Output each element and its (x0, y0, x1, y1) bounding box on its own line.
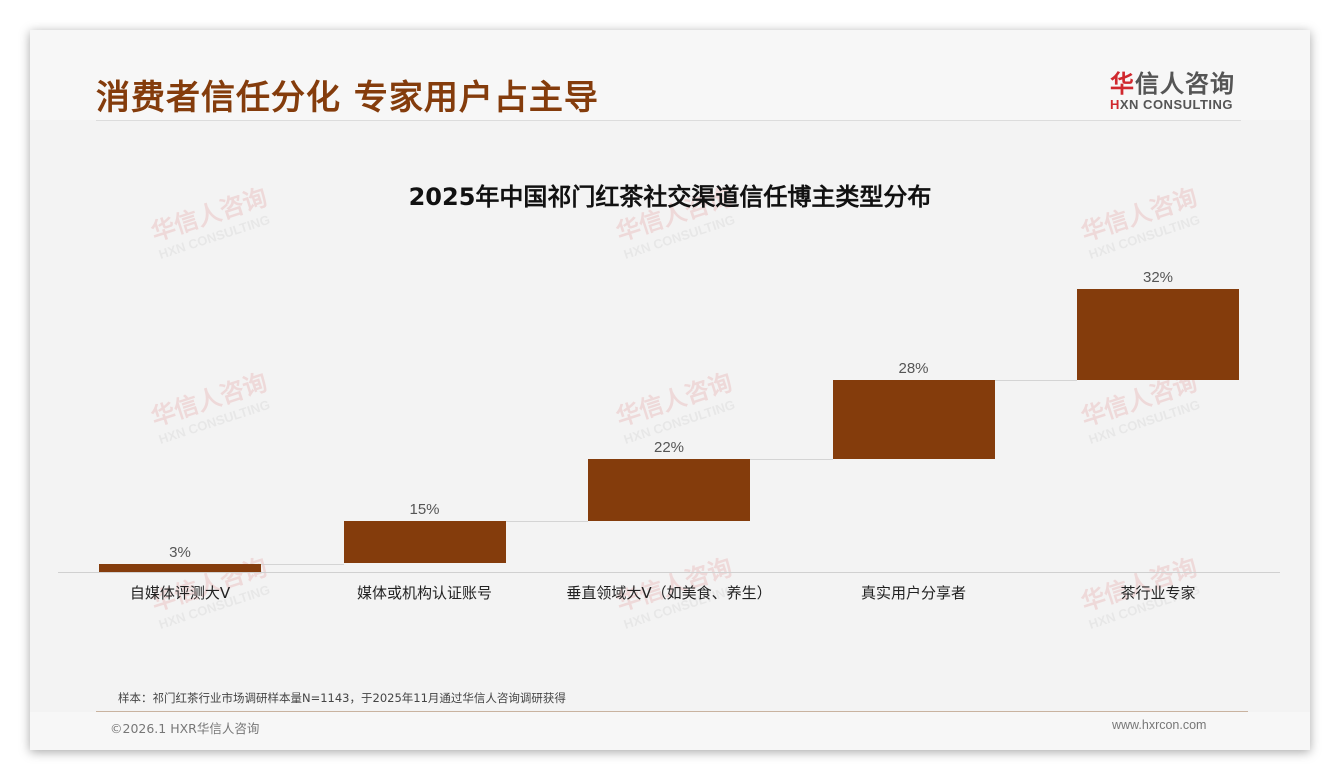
waterfall-bar (99, 563, 261, 572)
title-divider (96, 120, 1241, 121)
company-logo: 华信人咨询 HXN CONSULTING (1110, 64, 1250, 112)
x-axis-line (58, 572, 1280, 573)
watermark-cn: 华信人咨询 (1077, 553, 1201, 617)
footer-band (30, 712, 1310, 750)
sample-note: 样本：祁门红茶行业市场调研样本量N=1143，于2025年11月通过华信人咨询调… (118, 691, 566, 705)
website-link[interactable]: www.hxrcon.com (1112, 718, 1207, 732)
category-label: 真实用户分享者 (860, 584, 966, 602)
watermark-cn: 华信人咨询 (147, 368, 271, 432)
logo-cn-text: 信人咨询 (1135, 70, 1235, 98)
chart-title: 2025年中国祁门红茶社交渠道信任博主类型分布 (408, 183, 932, 211)
logo-en-text: XN CONSULTING (1119, 97, 1234, 112)
bar-value-label: 32% (1142, 269, 1174, 286)
watermark: 华信人咨询 HXN CONSULTING (146, 353, 304, 447)
copyright: ©2026.1 HXR华信人咨询 (110, 721, 260, 736)
watermark: 华信人咨询 HXN CONSULTING (611, 353, 769, 447)
slide: 消费者信任分化 专家用户占主导 华信人咨询 HXN CONSULTING 华信人… (30, 30, 1310, 750)
logo-english: HXN CONSULTING (1110, 97, 1250, 112)
bar-value-label: 15% (409, 501, 440, 519)
category-label: 垂直领域大V（如美食、养生） (566, 584, 772, 602)
waterfall-bar (588, 458, 750, 522)
waterfall-bar (1077, 289, 1239, 380)
waterfall-connector (750, 458, 833, 460)
watermark-cn: 华信人咨询 (612, 553, 736, 617)
logo-accent-char: 华 (1110, 70, 1135, 98)
header-band (30, 30, 1310, 120)
bar-value-label: 22% (653, 438, 685, 456)
page-title: 消费者信任分化 专家用户占主导 (96, 78, 599, 118)
category-label: 自媒体评测大V (129, 584, 231, 602)
watermark-cn: 华信人咨询 (612, 368, 736, 432)
bar-value-label: 3% (169, 543, 191, 561)
logo-chinese: 华信人咨询 (1110, 64, 1250, 99)
category-label: 媒体或机构认证账号 (356, 584, 492, 602)
logo-en-accent: H (1110, 97, 1120, 112)
footer-divider (96, 711, 1248, 712)
category-label: 茶行业专家 (1120, 584, 1196, 602)
waterfall-connector (994, 379, 1077, 381)
waterfall-connector (261, 563, 344, 565)
watermark-en: HXN CONSULTING (1086, 396, 1202, 447)
waterfall-bar (343, 521, 506, 564)
waterfall-connector (505, 521, 588, 523)
bar-value-label: 28% (898, 359, 929, 377)
watermark-en: HXN CONSULTING (156, 396, 272, 447)
waterfall-bar (832, 379, 995, 459)
